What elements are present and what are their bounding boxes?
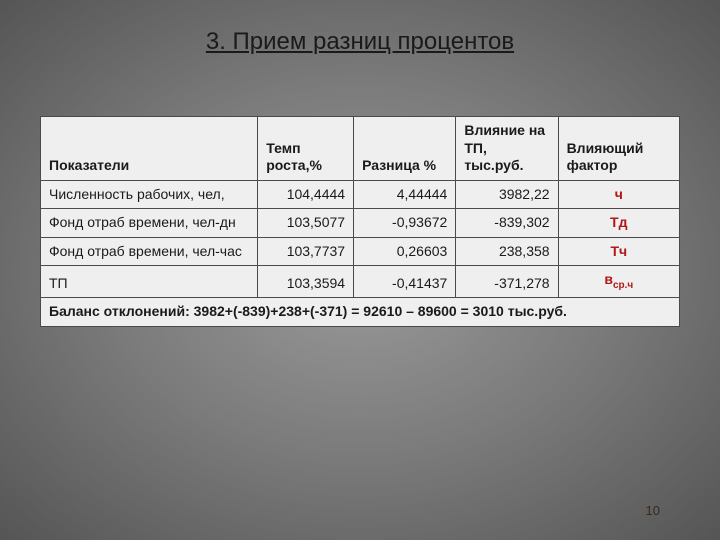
cell-diff: -0,41437 <box>354 266 456 298</box>
col-header-rate: Темп роста,% <box>258 117 354 181</box>
slide: 3. Прием разниц процентов Показатели Тем… <box>0 0 720 540</box>
cell-label: Численность рабочих, чел, <box>41 180 258 209</box>
balance-text: Баланс отклонений: 3982+(-839)+238+(-371… <box>41 298 680 327</box>
cell-impact: 238,358 <box>456 237 558 266</box>
cell-impact: 3982,22 <box>456 180 558 209</box>
cell-impact: -371,278 <box>456 266 558 298</box>
cell-label: Фонд отраб времени, чел-дн <box>41 209 258 238</box>
page-number: 10 <box>646 503 660 518</box>
cell-factor: Тч <box>558 237 679 266</box>
col-header-diff: Разница % <box>354 117 456 181</box>
cell-rate: 103,3594 <box>258 266 354 298</box>
cell-diff: -0,93672 <box>354 209 456 238</box>
cell-factor: вср.ч <box>558 266 679 298</box>
cell-diff: 0,26603 <box>354 237 456 266</box>
table-row: Фонд отраб времени, чел-час 103,7737 0,2… <box>41 237 680 266</box>
cell-diff: 4,44444 <box>354 180 456 209</box>
cell-rate: 103,5077 <box>258 209 354 238</box>
table-row: Фонд отраб времени, чел-дн 103,5077 -0,9… <box>41 209 680 238</box>
slide-title: 3. Прием разниц процентов <box>40 28 680 56</box>
cell-rate: 104,4444 <box>258 180 354 209</box>
cell-rate: 103,7737 <box>258 237 354 266</box>
col-header-impact: Влияние на ТП, тыс.руб. <box>456 117 558 181</box>
col-header-indicator: Показатели <box>41 117 258 181</box>
cell-factor: ч <box>558 180 679 209</box>
cell-label: Фонд отраб времени, чел-час <box>41 237 258 266</box>
cell-label: ТП <box>41 266 258 298</box>
table-row: Численность рабочих, чел, 104,4444 4,444… <box>41 180 680 209</box>
col-header-factor: Влияющий фактор <box>558 117 679 181</box>
table-header-row: Показатели Темп роста,% Разница % Влияни… <box>41 117 680 181</box>
table-row: ТП 103,3594 -0,41437 -371,278 вср.ч <box>41 266 680 298</box>
data-table: Показатели Темп роста,% Разница % Влияни… <box>40 116 680 327</box>
balance-row: Баланс отклонений: 3982+(-839)+238+(-371… <box>41 298 680 327</box>
cell-factor: Тд <box>558 209 679 238</box>
cell-impact: -839,302 <box>456 209 558 238</box>
